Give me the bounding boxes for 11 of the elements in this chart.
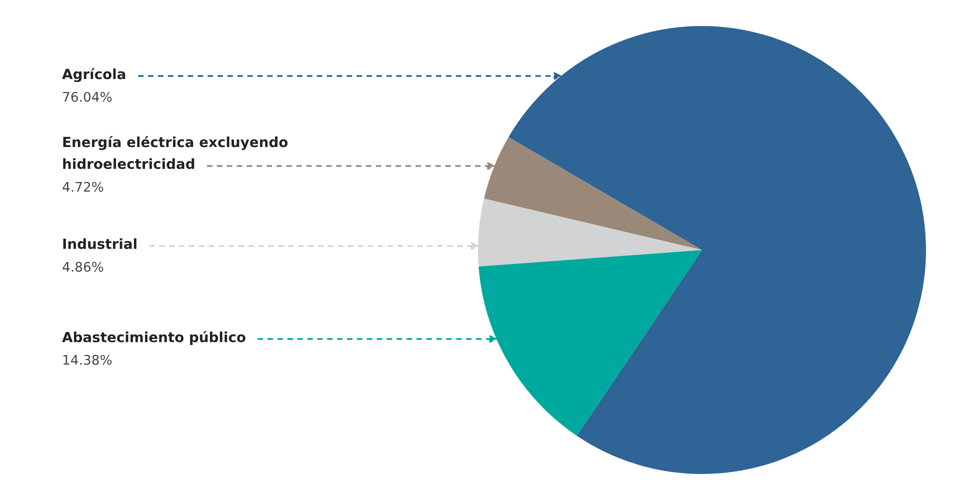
slice-label: Abastecimiento público [62, 331, 246, 345]
slice-label: Energía eléctrica excluyendo hidroelectricidad [63, 136, 288, 170]
pie-slice [478, 250, 702, 436]
slice-label: Industrial [63, 238, 136, 250]
pie-slice [484, 137, 702, 250]
data-label: 4.72% [62, 182, 104, 192]
pie-slice [508, 26, 926, 474]
data-label: 4.86% [62, 262, 104, 272]
data-label: 14.38% [63, 354, 112, 365]
slice-label: Agrícola [62, 68, 126, 82]
data-label: 76.04% [63, 92, 112, 102]
